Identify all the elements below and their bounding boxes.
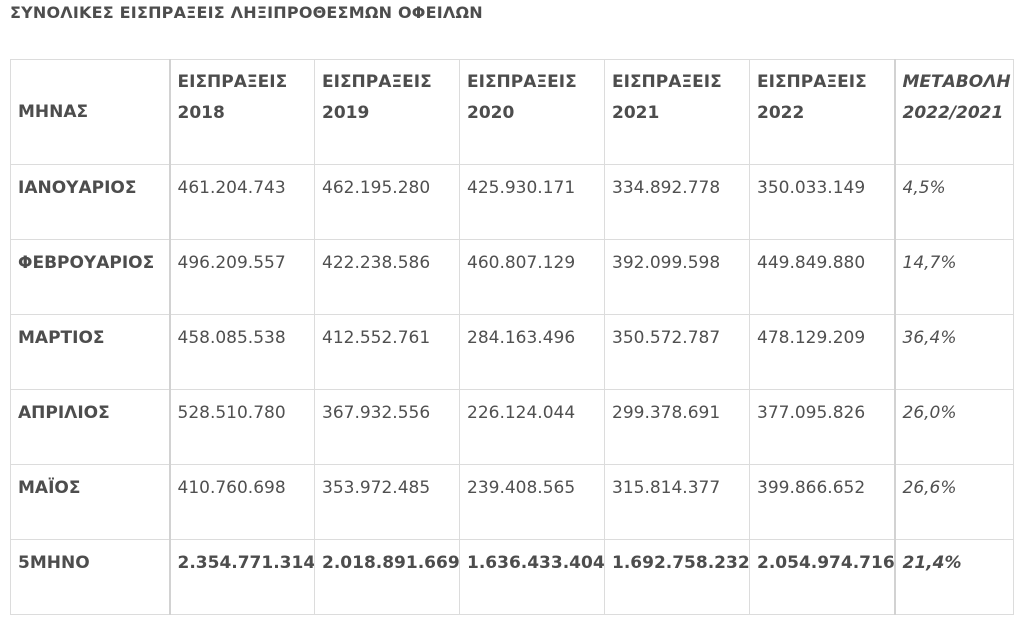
header-2021: ΕΙΣΠΡΑΞΕΙΣ 2021 [604,59,750,165]
value-cell: 496.209.557 [169,239,315,315]
value-cell: 299.378.691 [604,389,750,465]
value-cell: 422.238.586 [314,239,460,315]
value-cell: 350.033.149 [749,164,896,240]
value-cell: 284.163.496 [459,314,605,390]
value-cell: 377.095.826 [749,389,896,465]
header-year: 2020 [467,103,515,123]
total-row: 5ΜΗΝΟ 2.354.771.314 2.018.891.669 1.636.… [10,539,1014,615]
table-row: ΙΑΝΟΥΑΡΙΟΣ 461.204.743 462.195.280 425.9… [10,164,1014,240]
header-year: 2019 [322,103,370,123]
total-value-cell: 2.354.771.314 [169,539,315,615]
value-cell: 392.099.598 [604,239,750,315]
value-cell: 412.552.761 [314,314,460,390]
change-cell: 26,0% [894,389,1014,465]
header-label: ΕΙΣΠΡΑΞΕΙΣ [612,72,722,92]
value-cell: 350.572.787 [604,314,750,390]
month-cell: ΙΑΝΟΥΑΡΙΟΣ [10,164,171,240]
header-year: 2021 [612,103,660,123]
header-change: ΜΕΤΑΒΟΛΗ 2022/2021 [894,59,1014,165]
total-change-cell: 21,4% [894,539,1014,615]
table-row: ΜΑΪΟΣ 410.760.698 353.972.485 239.408.56… [10,464,1014,540]
header-row: ΜΗΝΑΣ ΕΙΣΠΡΑΞΕΙΣ 2018 ΕΙΣΠΡΑΞΕΙΣ 2019 ΕΙΣΠ… [10,59,1014,165]
total-value-cell: 2.054.974.716 [749,539,896,615]
total-value-cell: 1.636.433.404 [459,539,605,615]
change-cell: 26,6% [894,464,1014,540]
change-cell: 14,7% [894,239,1014,315]
month-cell: ΜΑΡΤΙΟΣ [10,314,171,390]
value-cell: 460.807.129 [459,239,605,315]
total-value-cell: 2.018.891.669 [314,539,460,615]
value-cell: 461.204.743 [169,164,315,240]
table-row: ΦΕΒΡΟΥΑΡΙΟΣ 496.209.557 422.238.586 460.… [10,239,1014,315]
header-2022: ΕΙΣΠΡΑΞΕΙΣ 2022 [749,59,896,165]
value-cell: 353.972.485 [314,464,460,540]
header-year: 2018 [177,103,225,123]
value-cell: 334.892.778 [604,164,750,240]
value-cell: 315.814.377 [604,464,750,540]
value-cell: 410.760.698 [169,464,315,540]
header-period: 2022/2021 [902,103,1004,123]
header-month: ΜΗΝΑΣ [10,59,171,165]
header-year: 2022 [757,103,805,123]
header-label: ΕΙΣΠΡΑΞΕΙΣ [757,72,867,92]
header-label: ΕΙΣΠΡΑΞΕΙΣ [467,72,577,92]
total-label-cell: 5ΜΗΝΟ [10,539,171,615]
table-row: ΜΑΡΤΙΟΣ 458.085.538 412.552.761 284.163.… [10,314,1014,390]
value-cell: 399.866.652 [749,464,896,540]
header-2018: ΕΙΣΠΡΑΞΕΙΣ 2018 [169,59,315,165]
change-cell: 4,5% [894,164,1014,240]
table-row: ΑΠΡΙΛΙΟΣ 528.510.780 367.932.556 226.124… [10,389,1014,465]
value-cell: 425.930.171 [459,164,605,240]
value-cell: 239.408.565 [459,464,605,540]
value-cell: 462.195.280 [314,164,460,240]
value-cell: 528.510.780 [169,389,315,465]
page-title: ΣΥΝΟΛΙΚΕΣ ΕΙΣΠΡΑΞΕΙΣ ΛΗΞΙΠΡΟΘΕΣΜΩΝ ΟΦΕΙΛ… [10,3,483,22]
header-2020: ΕΙΣΠΡΑΞΕΙΣ 2020 [459,59,605,165]
month-cell: ΑΠΡΙΛΙΟΣ [10,389,171,465]
value-cell: 458.085.538 [169,314,315,390]
header-label: ΜΕΤΑΒΟΛΗ [902,72,1011,92]
month-cell: ΦΕΒΡΟΥΑΡΙΟΣ [10,239,171,315]
change-cell: 36,4% [894,314,1014,390]
header-label: ΕΙΣΠΡΑΞΕΙΣ [177,72,288,92]
month-cell: ΜΑΪΟΣ [10,464,171,540]
collections-table: ΜΗΝΑΣ ΕΙΣΠΡΑΞΕΙΣ 2018 ΕΙΣΠΡΑΞΕΙΣ 2019 ΕΙΣΠ… [10,59,1014,615]
header-2019: ΕΙΣΠΡΑΞΕΙΣ 2019 [314,59,460,165]
total-value-cell: 1.692.758.232 [604,539,750,615]
header-label: ΕΙΣΠΡΑΞΕΙΣ [322,72,432,92]
value-cell: 226.124.044 [459,389,605,465]
value-cell: 367.932.556 [314,389,460,465]
value-cell: 449.849.880 [749,239,896,315]
value-cell: 478.129.209 [749,314,896,390]
